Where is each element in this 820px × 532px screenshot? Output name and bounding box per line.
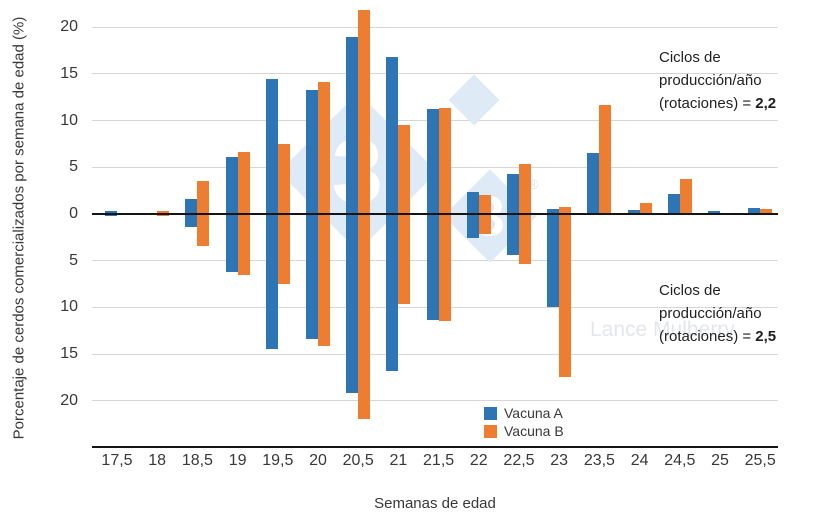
legend-swatch	[484, 406, 497, 420]
gridline	[92, 353, 778, 355]
bar-vacuna-a-top	[185, 199, 198, 214]
legend-label: Vacuna B	[504, 423, 564, 439]
x-tick-label: 18,5	[181, 452, 213, 469]
bar-vacuna-a-top	[426, 109, 439, 214]
x-axis-line	[92, 446, 778, 448]
x-tick-label: 25,5	[744, 452, 776, 469]
bar-vacuna-b-top	[318, 82, 330, 214]
chart-legend: Vacuna A Vacuna B	[484, 404, 564, 440]
bar-vacuna-b-bottom	[318, 214, 330, 346]
x-tick-label: 17,5	[101, 452, 133, 469]
annotation-rotations-2-5: Ciclos de producción/año (rotaciones) = 2,…	[659, 282, 777, 345]
bar-vacuna-a-top	[105, 211, 117, 214]
registered-mark-icon: ®	[528, 176, 539, 192]
legend-item: Vacuna A	[484, 404, 564, 422]
x-tick-label: 25	[711, 452, 729, 469]
bar-vacuna-a-bottom	[185, 214, 198, 228]
bar-vacuna-a-bottom	[386, 214, 399, 371]
y-tick-label: 10	[60, 298, 78, 316]
bar-vacuna-b-top	[398, 125, 411, 214]
x-tick-label: 20,5	[342, 452, 374, 469]
bar-vacuna-a-bottom	[426, 214, 439, 320]
gridline	[92, 400, 778, 402]
x-axis-title: Semanas de edad	[374, 495, 496, 512]
bar-vacuna-a-bottom	[265, 214, 278, 350]
bar-vacuna-b-top	[358, 10, 371, 214]
bar-vacuna-b-top	[679, 179, 692, 214]
y-tick-label: 5	[69, 251, 78, 269]
y-tick-label: 0	[69, 205, 78, 223]
legend-label: Vacuna A	[504, 405, 563, 421]
bar-vacuna-b-top	[519, 164, 531, 214]
bar-vacuna-b-bottom	[398, 214, 411, 304]
bar-vacuna-a-top	[708, 211, 720, 214]
bar-vacuna-b-top	[438, 108, 451, 214]
bar-vacuna-a-top	[627, 210, 640, 214]
x-tick-label: 19	[228, 452, 247, 469]
brand-watermark-diamond	[448, 74, 500, 126]
y-tick-label: 10	[60, 111, 78, 129]
bar-vacuna-a-top	[507, 173, 519, 214]
y-tick-label: 20	[60, 18, 78, 36]
bar-vacuna-a-top	[265, 78, 278, 214]
bar-vacuna-a-top	[587, 153, 600, 214]
x-tick-label: 21	[389, 452, 408, 469]
bar-vacuna-b-bottom	[478, 214, 491, 234]
bar-vacuna-b-top	[277, 143, 290, 214]
bar-vacuna-b-top	[760, 209, 773, 214]
bar-vacuna-a-bottom	[466, 214, 479, 239]
x-tick-label: 23	[550, 452, 569, 469]
x-tick-label: 19,5	[262, 452, 294, 469]
bar-vacuna-a-bottom	[507, 214, 519, 256]
bar-vacuna-b-top	[559, 206, 572, 214]
x-tick-label: 20	[309, 452, 327, 469]
bar-vacuna-a-bottom	[346, 214, 359, 394]
bar-vacuna-a-top	[225, 157, 238, 214]
gridline	[92, 73, 778, 75]
gridline	[92, 26, 778, 28]
bar-vacuna-a-bottom	[225, 214, 238, 272]
y-tick-label: 20	[60, 391, 78, 409]
legend-swatch	[484, 424, 497, 438]
y-axis-title: Porcentaje de cerdos comercializados por…	[10, 16, 28, 440]
x-tick-label: 24,5	[664, 452, 696, 469]
bar-vacuna-a-top	[466, 191, 479, 214]
bar-vacuna-b-bottom	[358, 214, 371, 419]
x-tick-label: 24	[630, 452, 649, 469]
bar-vacuna-a-bottom	[306, 214, 318, 340]
bar-vacuna-b-bottom	[519, 214, 531, 265]
x-tick-label: 22	[469, 452, 488, 469]
bar-vacuna-b-bottom	[559, 214, 572, 377]
y-tick-label: 15	[60, 345, 78, 363]
bar-vacuna-b-top	[599, 104, 612, 214]
bar-vacuna-b-bottom	[197, 214, 210, 246]
x-tick-label: 22,5	[503, 452, 535, 469]
y-tick-label: 15	[60, 64, 78, 82]
bar-vacuna-b-top	[197, 181, 210, 214]
bar-vacuna-a-top	[306, 89, 318, 214]
bar-vacuna-a-top	[547, 209, 560, 214]
x-tick-label: 21,5	[423, 452, 455, 469]
x-tick-label: 23,5	[583, 452, 615, 469]
y-tick-label: 5	[69, 158, 78, 176]
bar-vacuna-b-bottom	[277, 214, 290, 285]
bar-vacuna-a-top	[386, 57, 399, 214]
bar-vacuna-a-bottom	[547, 214, 560, 308]
bar-vacuna-b-top	[237, 152, 250, 214]
bar-vacuna-a-top	[748, 208, 761, 214]
annotation-rotations-2-2: Ciclos de producción/año (rotaciones) = 2,…	[659, 49, 777, 112]
bar-vacuna-a-top	[667, 194, 680, 214]
legend-item: Vacuna B	[484, 422, 564, 440]
bar-vacuna-b-bottom	[237, 214, 250, 275]
bar-vacuna-a-top	[346, 36, 359, 214]
bar-vacuna-b-bottom	[438, 214, 451, 322]
bar-vacuna-b-top	[157, 211, 170, 214]
zero-axis-line	[92, 213, 778, 215]
bar-vacuna-b-top	[478, 195, 491, 214]
watermark-author-text: Lance Mulberry	[590, 318, 735, 341]
x-tick-label: 18	[148, 452, 167, 469]
bar-vacuna-b-top	[639, 202, 652, 214]
